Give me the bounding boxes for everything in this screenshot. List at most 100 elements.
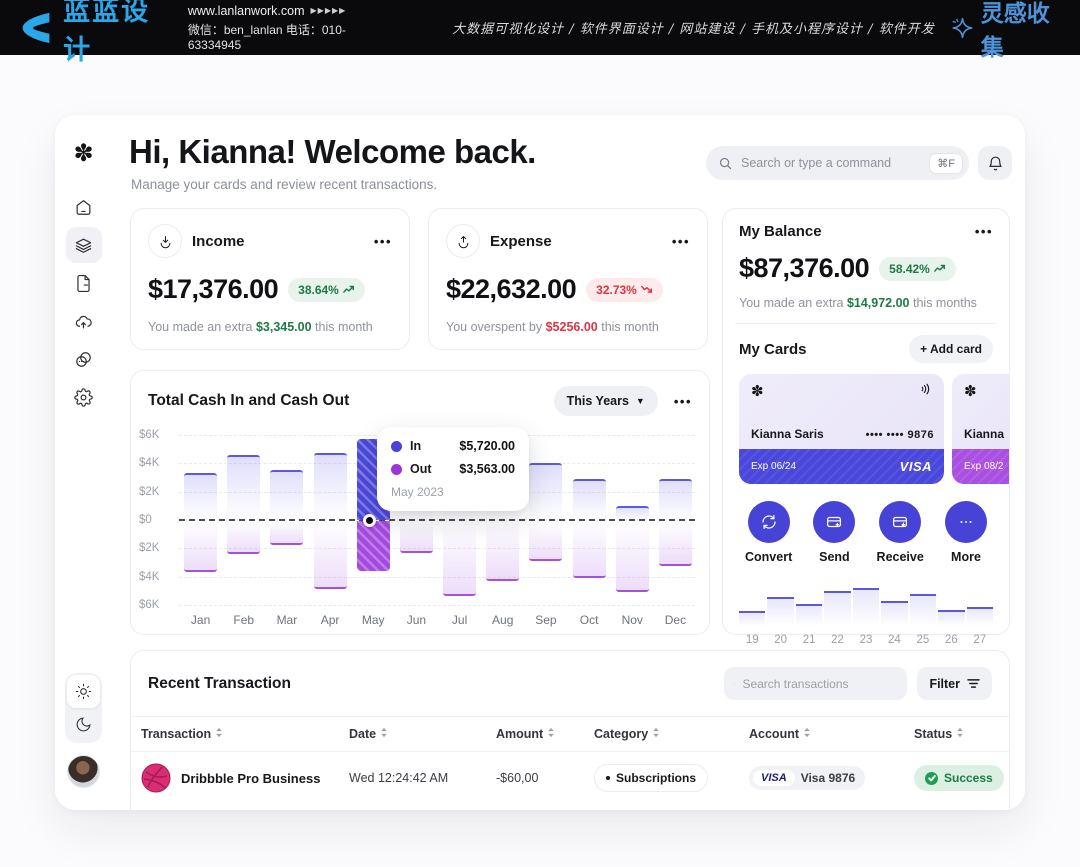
- income-menu-button[interactable]: •••: [373, 233, 392, 249]
- sidebar-item-dashboard[interactable]: [65, 227, 102, 263]
- mini-bar-27[interactable]: [966, 607, 993, 626]
- balance-menu-button[interactable]: •••: [974, 224, 993, 239]
- light-mode-button[interactable]: [67, 675, 100, 708]
- receive-button[interactable]: Receive: [877, 501, 924, 564]
- banner-url[interactable]: www.lanlanwork.com ▶▶▶▶▶: [187, 3, 347, 18]
- sidebar-item-documents[interactable]: [66, 265, 102, 301]
- x-axis-label: Jul: [451, 613, 468, 627]
- expense-menu-button[interactable]: •••: [671, 233, 690, 249]
- mini-bar-26[interactable]: [938, 610, 965, 626]
- bar-in-nov[interactable]: [615, 505, 649, 520]
- tooltip-period: May 2023: [391, 485, 444, 499]
- bar-in-feb[interactable]: [227, 454, 261, 520]
- bar-out-sep[interactable]: [529, 521, 563, 561]
- mini-bar-19[interactable]: [739, 611, 766, 626]
- bar-in-dec[interactable]: [658, 478, 692, 520]
- bar-out-feb[interactable]: [227, 521, 261, 554]
- bar-in-sep[interactable]: [529, 462, 563, 520]
- transactions-search[interactable]: [724, 667, 908, 700]
- chevron-down-icon: ▼: [635, 396, 645, 406]
- dribbble-icon: [141, 763, 171, 793]
- y-axis-label: $4K: [139, 570, 160, 583]
- mini-bar-25[interactable]: [909, 594, 937, 626]
- mini-chart-labels: 19 20 21 22 23 24 25 26 27: [739, 634, 993, 646]
- collect-button[interactable]: 灵感收集: [951, 0, 1062, 62]
- col-amount[interactable]: Amount: [496, 727, 594, 741]
- mini-bar-22[interactable]: [824, 591, 851, 626]
- sort-icon: [215, 727, 223, 741]
- bar-in-oct[interactable]: [572, 478, 606, 520]
- cashflow-card: Total Cash In and Cash Out This Years ▼ •…: [130, 370, 710, 635]
- sidebar-nav: [55, 189, 112, 415]
- check-icon: [925, 771, 938, 785]
- range-dropdown[interactable]: This Years ▼: [553, 386, 658, 416]
- more-icon: [960, 521, 972, 523]
- bar-out-nov[interactable]: [615, 521, 649, 592]
- table-row[interactable]: Dribbble Pro Business Wed 12:24:42 AM -$…: [131, 752, 1009, 804]
- transactions-search-input[interactable]: [742, 676, 898, 691]
- bar-out-dec[interactable]: [658, 521, 692, 567]
- mini-bar-20[interactable]: [767, 597, 794, 626]
- bar-out-jul[interactable]: [443, 521, 477, 597]
- mini-bar-23[interactable]: [852, 588, 880, 626]
- cards-strip: ✽ Kianna Saris •••• •••• 9876 Exp 06/24 …: [739, 374, 1009, 484]
- bar-out-apr[interactable]: [313, 521, 347, 589]
- sidebar-item-cloud[interactable]: [66, 303, 102, 339]
- bar-out-jan[interactable]: [184, 521, 218, 572]
- settings-icon: [74, 387, 93, 407]
- x-axis-label: Jan: [190, 613, 211, 627]
- notifications-button[interactable]: [978, 146, 1012, 180]
- bar-out-jun[interactable]: [399, 521, 433, 553]
- card-number-masked: •••• •••• 9876: [865, 429, 934, 441]
- mini-bar-24[interactable]: [881, 601, 908, 626]
- bar-in-mar[interactable]: [270, 470, 304, 520]
- send-button[interactable]: Send: [813, 501, 856, 564]
- sidebar-item-home[interactable]: [66, 189, 102, 225]
- more-button[interactable]: More: [944, 501, 987, 564]
- user-avatar[interactable]: [67, 755, 100, 788]
- bar-out-aug[interactable]: [486, 521, 520, 581]
- col-account[interactable]: Account: [749, 727, 914, 741]
- bar-out-oct[interactable]: [572, 521, 606, 578]
- my-cards-label: My Cards: [739, 340, 807, 358]
- balance-card: My Balance ••• $87,376.00 58.42% You mad…: [722, 208, 1010, 646]
- gridline: [179, 576, 695, 578]
- credit-card[interactable]: ✽ Kianna Saris •••• •••• 9876 Exp 06/24 …: [739, 374, 944, 484]
- income-card: Income ••• $17,376.00 38.64% You made an…: [130, 208, 410, 350]
- col-category[interactable]: Category: [594, 727, 749, 741]
- convert-button[interactable]: Convert: [745, 501, 792, 564]
- expense-note: You overspent by $5256.00 this month: [446, 320, 659, 334]
- bar-out-mar[interactable]: [270, 521, 304, 546]
- x-axis-label: Dec: [664, 613, 687, 627]
- bar-out-may[interactable]: [356, 521, 390, 572]
- chart-menu-button[interactable]: •••: [673, 393, 692, 409]
- col-date[interactable]: Date: [349, 727, 496, 741]
- add-card-button[interactable]: + Add card: [909, 335, 993, 363]
- filter-button[interactable]: Filter: [917, 667, 992, 700]
- sort-icon: [652, 727, 660, 741]
- bar-in-jan[interactable]: [184, 473, 218, 520]
- transactions-title: Recent Transaction: [148, 674, 291, 692]
- bell-icon: [988, 156, 1002, 170]
- col-transaction[interactable]: Transaction: [141, 727, 349, 741]
- search-input[interactable]: [741, 156, 922, 170]
- sidebar-item-settings[interactable]: [66, 379, 102, 415]
- dark-mode-button[interactable]: [67, 708, 100, 741]
- trend-up-icon: [342, 285, 354, 293]
- global-search[interactable]: ⌘F: [706, 146, 969, 180]
- brand-logo[interactable]: 蓝蓝设计: [18, 0, 166, 67]
- col-status[interactable]: Status: [914, 727, 999, 741]
- credit-card-secondary[interactable]: ✽ Kianna Exp 08/2: [952, 374, 1009, 484]
- dashboard-panel: ✽: [55, 115, 1025, 810]
- mini-bar-21[interactable]: [795, 604, 823, 626]
- visa-logo: VISA: [753, 770, 795, 786]
- sidebar-item-wallet[interactable]: [66, 341, 102, 377]
- bar-in-apr[interactable]: [313, 453, 347, 520]
- expense-badge: 32.73%: [586, 277, 663, 302]
- quick-actions: Convert Send Receive More: [739, 501, 993, 564]
- expense-label: Expense: [490, 232, 552, 250]
- x-axis-label: Aug: [492, 613, 514, 627]
- dot-icon: [606, 776, 610, 780]
- mini-axis-label: 26: [944, 634, 958, 646]
- sun-icon: [75, 683, 92, 700]
